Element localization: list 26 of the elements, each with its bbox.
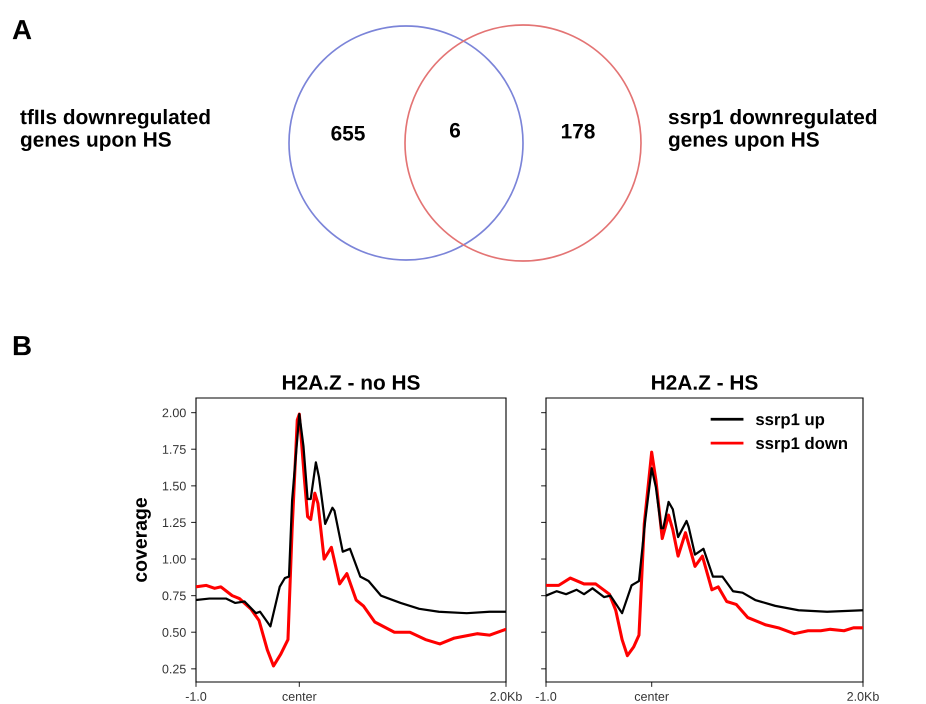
text: A bbox=[12, 20, 32, 40]
x-tick-label: -1.0 bbox=[536, 692, 556, 701]
chart-title: H2A.Z - no HS bbox=[282, 375, 420, 390]
data-label: 178 bbox=[562, 124, 595, 139]
y-tick-label: 0.25 bbox=[162, 664, 186, 674]
y-tick-label: 1.75 bbox=[162, 445, 186, 454]
x-tick-label: 2.0Kb bbox=[490, 692, 522, 701]
x-tick-label: 2.0Kb bbox=[847, 692, 879, 701]
x-tick-label: -1.0 bbox=[186, 692, 206, 701]
x-tick-label: center bbox=[282, 692, 316, 701]
y-tick-label: 0.75 bbox=[162, 591, 186, 600]
y-tick-label: 1.50 bbox=[162, 482, 186, 490]
y-tick-label: 0.50 bbox=[162, 628, 186, 637]
y-tick-label: 1.00 bbox=[162, 554, 186, 564]
data-label: 655 bbox=[331, 126, 365, 141]
chart-title: H2A.Z - HS bbox=[652, 375, 758, 390]
legend-label: ssrp1 up bbox=[756, 414, 824, 429]
x-tick-label: center bbox=[634, 692, 669, 701]
category-label: tfIIs downregulated genes upon HS bbox=[20, 108, 210, 152]
y-axis-title: coverage bbox=[136, 498, 151, 582]
category-label: ssrp1 downregulated genes upon HS bbox=[668, 108, 876, 152]
y-tick-label: 1.25 bbox=[162, 518, 186, 528]
legend-label: ssrp1 down bbox=[756, 436, 847, 452]
text: B bbox=[14, 336, 31, 356]
data-label: 6 bbox=[450, 122, 460, 138]
y-tick-label: 2.00 bbox=[162, 408, 186, 418]
